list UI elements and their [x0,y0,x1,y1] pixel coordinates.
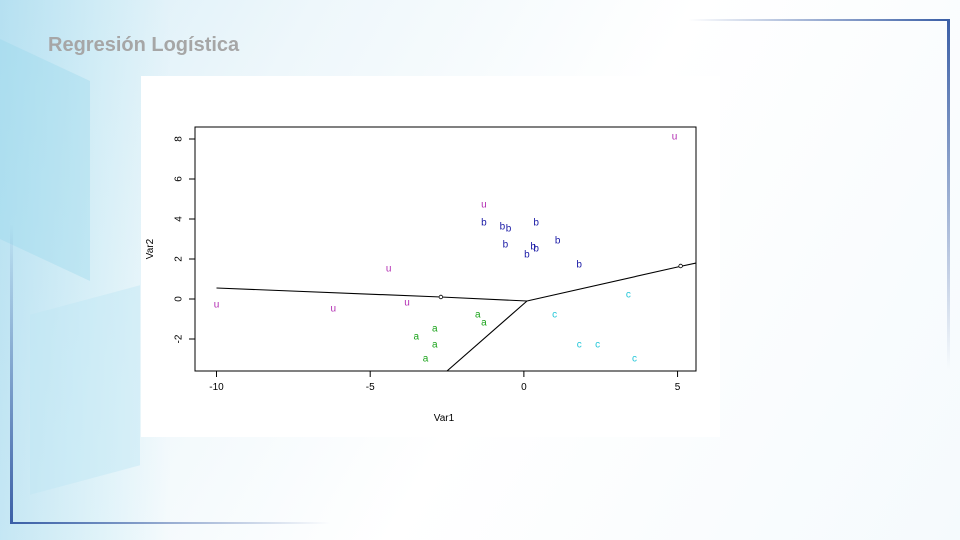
point-b: b [506,224,512,235]
boundary-line [526,262,696,302]
decision-boundaries [216,262,696,371]
boundary-vertex [438,294,444,300]
point-a: a [414,332,420,343]
point-b: b [503,240,509,251]
x-axis: -10 -5 0 5 [209,371,681,393]
point-u: u [481,200,487,211]
point-b: b [530,242,536,253]
page-title: Regresión Logística [48,34,240,56]
point-u: u [404,298,410,309]
x-tick-label: -5 [366,382,375,393]
point-a: a [423,354,429,365]
point-u: u [331,304,337,315]
point-a: a [475,310,481,321]
point-b: b [576,260,582,271]
y-tick-label: 4 [174,216,185,222]
x-tick-label: 0 [521,382,527,393]
y-tick-label: 6 [174,176,185,182]
point-a: a [432,340,438,351]
y-tick-label: 2 [174,256,185,262]
y-tick-label: 8 [174,136,185,142]
y-tick-label: -2 [174,334,185,343]
point-b: b [481,218,487,229]
point-c: c [595,340,600,351]
frame-line-top [688,19,948,21]
point-a: a [432,324,438,335]
point-b: b [533,244,539,255]
y-tick-label: 0 [174,296,185,302]
point-u: u [672,132,678,143]
point-u: u [214,300,220,311]
point-b: b [524,250,530,261]
y-axis: -2 0 2 4 6 8 [174,136,195,343]
frame-line-bottom [10,522,330,524]
point-b: b [533,218,539,229]
plot-frame [194,126,697,372]
x-axis-title: Var1 [434,413,455,424]
boundary-line [216,287,528,302]
point-u: u [386,264,392,275]
point-b: b [500,222,506,233]
boundary-line [446,300,528,371]
x-tick-label: 5 [675,382,681,393]
x-tick-label: -10 [209,382,224,393]
point-c: c [632,354,637,365]
background-shard [30,285,140,495]
background-shard [0,39,90,281]
y-axis-title: Var2 [145,238,156,259]
boundary-vertex [678,263,683,269]
point-c: c [552,310,557,321]
frame-line-left [10,224,13,524]
point-a: a [481,318,487,329]
frame-line-right [947,19,950,369]
point-c: c [626,290,631,301]
point-b: b [555,236,561,247]
point-c: c [577,340,582,351]
